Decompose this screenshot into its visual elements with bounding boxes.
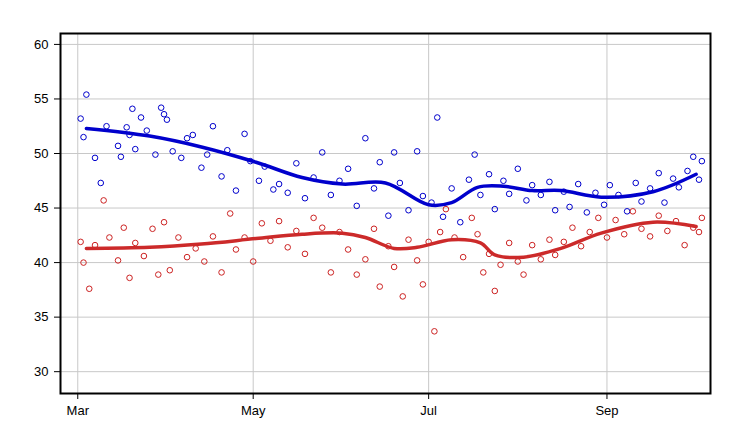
- svg-text:50: 50: [34, 146, 48, 161]
- svg-text:30: 30: [34, 364, 48, 379]
- svg-text:45: 45: [34, 200, 48, 215]
- svg-text:Jul: Jul: [420, 403, 437, 418]
- svg-text:55: 55: [34, 91, 48, 106]
- svg-text:May: May: [241, 403, 266, 418]
- svg-text:35: 35: [34, 309, 48, 324]
- svg-text:40: 40: [34, 255, 48, 270]
- svg-text:60: 60: [34, 37, 48, 52]
- svg-text:Sep: Sep: [595, 403, 618, 418]
- svg-text:Mar: Mar: [67, 403, 90, 418]
